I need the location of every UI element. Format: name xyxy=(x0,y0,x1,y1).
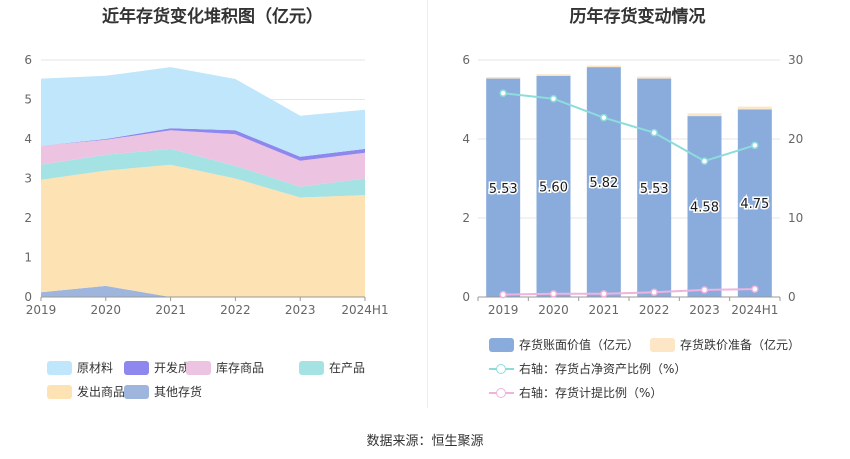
left-y-tick-label: 5 xyxy=(24,93,32,107)
left-y-tick-label: 0 xyxy=(24,290,32,304)
right-left-y-tick-label: 2 xyxy=(462,211,470,225)
right-x-tick-label: 2022 xyxy=(639,303,670,317)
area-series xyxy=(41,130,365,187)
right-right-y-tick-label: 10 xyxy=(788,211,803,225)
right-x-tick-label: 2019 xyxy=(488,303,519,317)
line-point xyxy=(700,157,709,165)
bar-book-value xyxy=(536,75,571,297)
legend-swatch xyxy=(489,337,514,352)
legend-item[interactable]: 其他存货 xyxy=(124,383,202,400)
area-series xyxy=(41,285,365,297)
legend-swatch xyxy=(124,384,149,399)
bar-provision xyxy=(586,65,621,68)
legend-label: 右轴：存货占净资产比例（%） xyxy=(519,362,687,376)
left-y-tick-label: 1 xyxy=(24,251,32,265)
legend-label: 在产品 xyxy=(329,361,366,375)
right-left-y-tick-label: 0 xyxy=(462,290,470,304)
area-series xyxy=(41,67,365,157)
left-x-tick-label: 2020 xyxy=(91,303,122,317)
legend-item[interactable]: 发出商品 xyxy=(47,383,125,400)
line-point xyxy=(600,290,608,298)
legend-item[interactable]: 存货账面价值（亿元） xyxy=(489,336,639,353)
bar-data-label: 4.58 xyxy=(690,201,719,216)
right-chart-title: 历年存货变动情况 xyxy=(569,7,706,27)
bar-provision xyxy=(536,74,571,76)
legend-item[interactable]: 存货跌价准备（亿元） xyxy=(650,336,800,353)
left-chart-title: 近年存货变化堆积图（亿元） xyxy=(102,7,323,27)
line-series xyxy=(503,92,756,163)
line-point xyxy=(751,141,759,150)
bar-provision xyxy=(687,113,722,117)
panel-divider xyxy=(427,0,428,408)
line-point xyxy=(499,89,507,97)
area-series xyxy=(41,164,365,297)
left-x-tick-label: 2024H1 xyxy=(341,303,388,317)
line-point xyxy=(600,113,608,122)
line-point xyxy=(499,290,507,299)
legend-swatch xyxy=(47,360,72,375)
legend-item[interactable]: 库存商品 xyxy=(186,359,264,376)
right-x-tick-label: 2023 xyxy=(689,303,720,317)
bar-data-label: 5.60 xyxy=(539,180,568,195)
legend-label: 原材料 xyxy=(77,361,114,375)
bar-provision xyxy=(637,76,672,79)
bar-provision xyxy=(486,76,521,79)
left-x-tick-label: 2019 xyxy=(26,303,57,317)
right-x-tick-label: 2021 xyxy=(589,303,620,317)
legend-label: 其他存货 xyxy=(154,385,203,399)
legend-line-swatch xyxy=(489,386,514,400)
right-left-y-tick-label: 6 xyxy=(462,53,470,67)
line-point xyxy=(700,286,709,294)
left-x-tick-label: 2021 xyxy=(155,303,186,317)
left-x-tick-label: 2022 xyxy=(220,303,251,317)
bar-book-value xyxy=(737,109,772,297)
left-y-tick-label: 3 xyxy=(24,172,32,186)
legend-label: 右轴：存货计提比例（%） xyxy=(519,386,663,400)
legend-swatch xyxy=(124,360,149,375)
bar-book-value xyxy=(637,78,672,297)
line-point xyxy=(549,94,558,103)
right-x-tick-label: 2024H1 xyxy=(731,303,778,317)
legend-line-swatch xyxy=(489,362,514,376)
bar-book-value xyxy=(486,78,521,297)
area-series xyxy=(41,128,365,161)
right-left-y-tick-label: 4 xyxy=(462,132,470,146)
legend-label: 存货跌价准备（亿元） xyxy=(680,338,801,352)
legend-swatch xyxy=(186,360,211,375)
right-right-y-tick-label: 30 xyxy=(788,53,803,67)
right-x-tick-label: 2020 xyxy=(538,303,569,317)
legend-swatch xyxy=(299,360,324,375)
left-y-tick-label: 6 xyxy=(24,53,32,67)
line-point xyxy=(650,288,658,297)
right-right-y-tick-label: 0 xyxy=(788,290,796,304)
bar-data-label: 5.53 xyxy=(640,182,669,197)
bar-data-label: 5.53 xyxy=(489,182,518,197)
line-point xyxy=(650,128,658,137)
bar-book-value xyxy=(687,116,722,297)
left-y-tick-label: 4 xyxy=(24,132,32,146)
left-y-tick-label: 2 xyxy=(24,211,32,225)
legend-swatch xyxy=(47,384,72,399)
legend-item[interactable]: 在产品 xyxy=(299,359,365,376)
line-point xyxy=(751,285,759,293)
legend-item[interactable]: 右轴：存货计提比例（%） xyxy=(489,384,662,401)
area-series xyxy=(41,148,365,198)
bar-provision xyxy=(737,106,772,110)
bar-data-label: 5.82 xyxy=(589,176,618,191)
line-point xyxy=(549,290,558,298)
line-series xyxy=(503,288,755,296)
right-right-y-tick-label: 20 xyxy=(788,132,803,146)
legend-label: 库存商品 xyxy=(216,361,265,375)
bar-book-value xyxy=(586,67,621,297)
legend-item[interactable]: 右轴：存货占净资产比例（%） xyxy=(489,360,686,377)
bar-data-label: 4.75 xyxy=(740,197,769,212)
legend-swatch xyxy=(650,337,675,352)
legend-label: 发出商品 xyxy=(77,385,126,399)
left-x-tick-label: 2023 xyxy=(285,303,316,317)
legend-item[interactable]: 原材料 xyxy=(47,359,113,376)
legend-label: 存货账面价值（亿元） xyxy=(519,338,640,352)
data-source-note: 数据来源：恒生聚源 xyxy=(366,434,484,449)
